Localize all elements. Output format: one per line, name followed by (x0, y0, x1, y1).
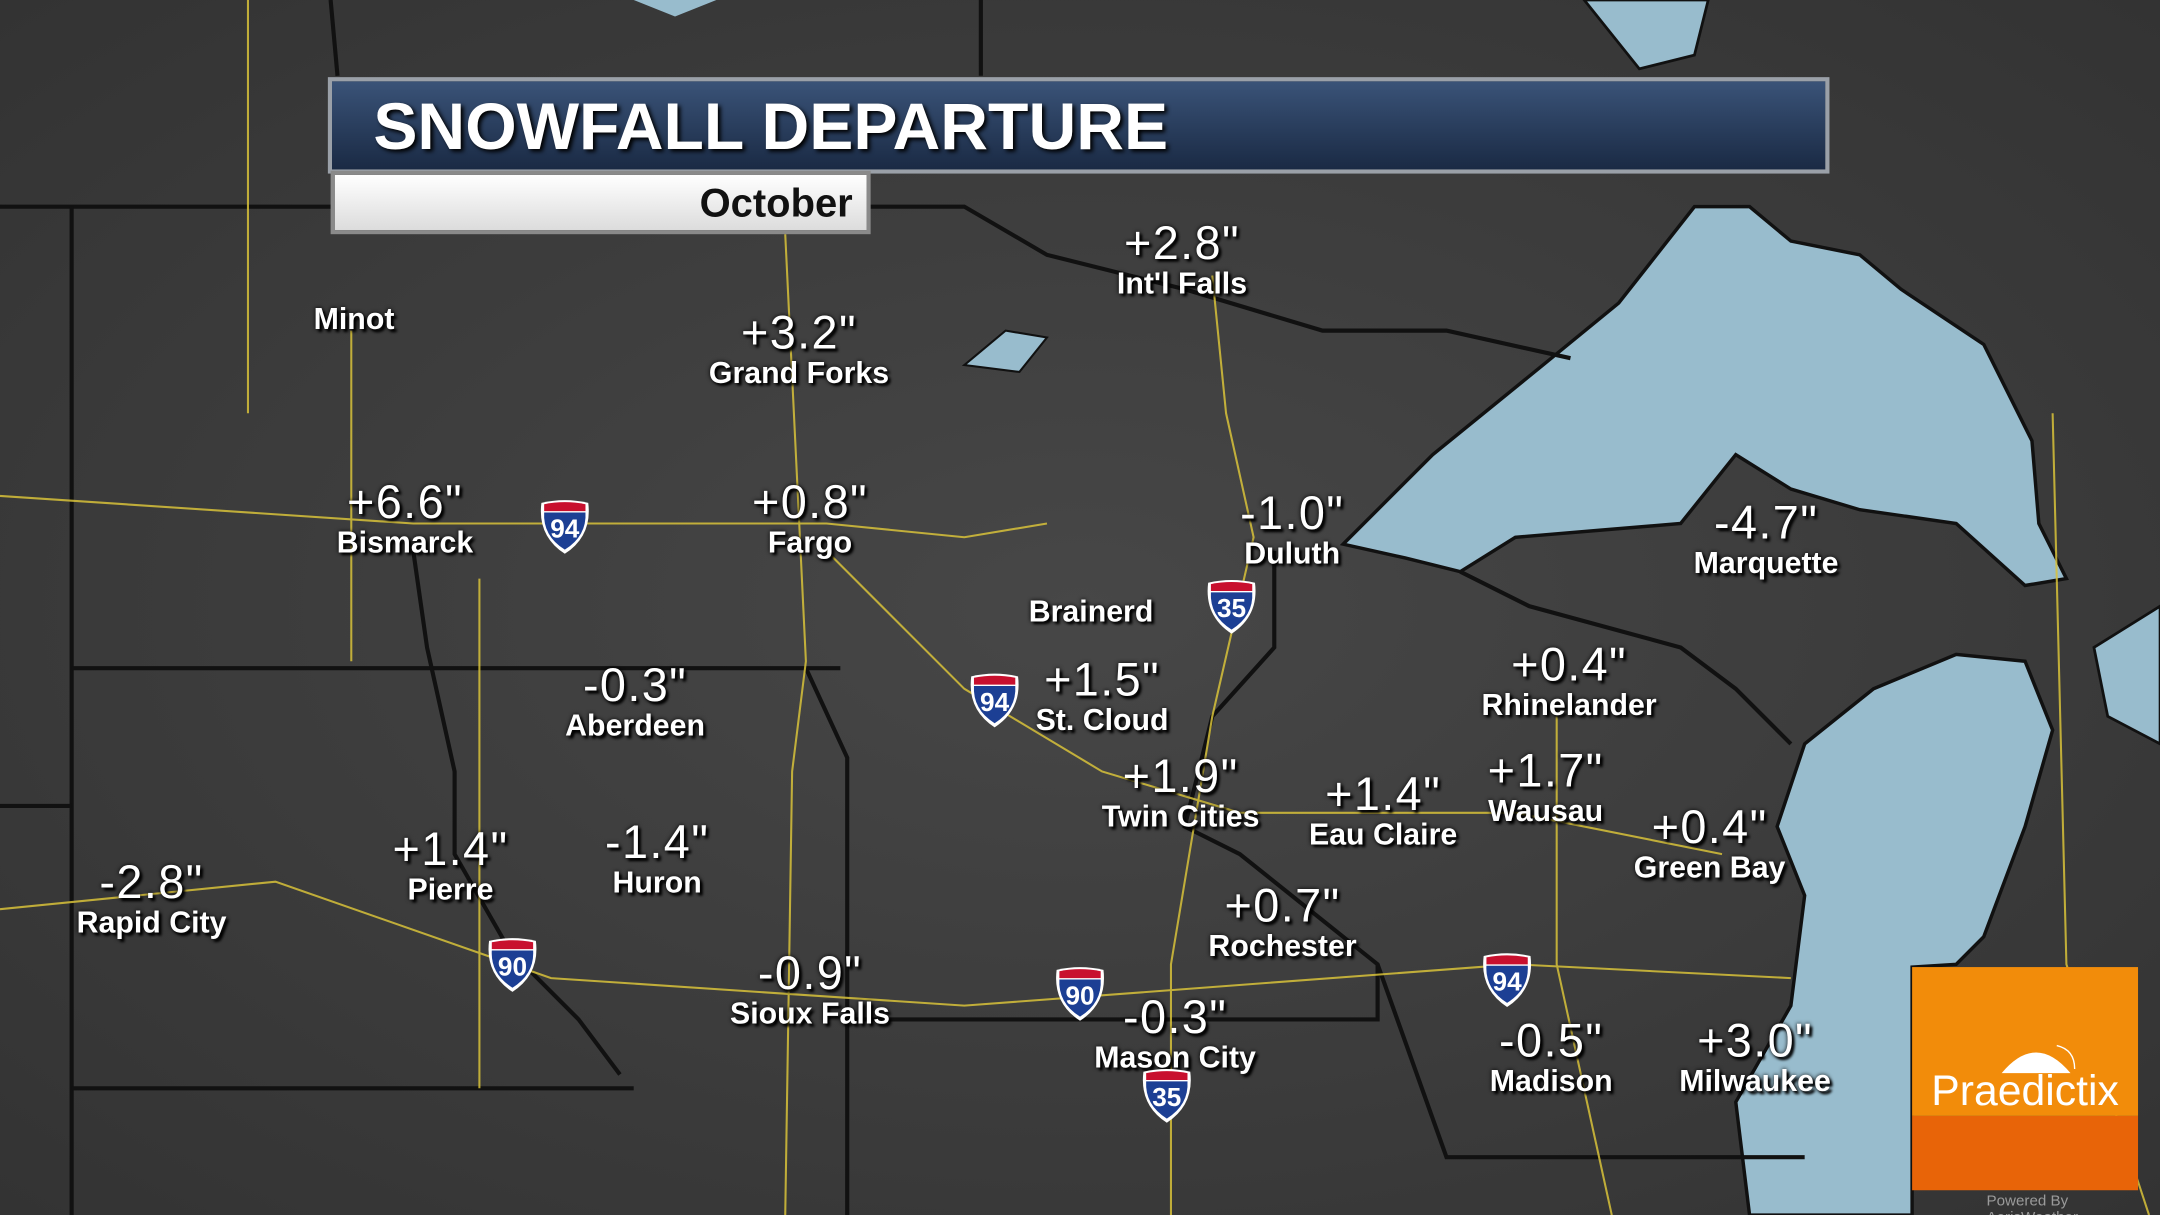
city-name: Madison (1489, 1063, 1613, 1098)
interstate-shield-icon: 94 (967, 671, 1022, 729)
interstate-shield-icon: 35 (1204, 577, 1259, 635)
departure-value: +2.8" (1123, 217, 1240, 271)
city-label: +3.0" Milwaukee (1679, 1018, 1831, 1098)
city-name: Twin Cities (1101, 799, 1260, 834)
city-name: Int'l Falls (1116, 265, 1248, 301)
departure-value: +1.4" (1325, 768, 1442, 822)
city-label: +1.4" Pierre (392, 827, 508, 907)
interstate-shield-icon: 94 (537, 497, 592, 555)
city-label: -0.3" Aberdeen (565, 663, 705, 743)
city-label: +0.7" Rochester (1208, 883, 1356, 963)
subtitle-banner: October (330, 170, 871, 235)
city-name: Wausau (1488, 793, 1604, 828)
departure-value: -0.5" (1499, 1015, 1604, 1068)
city-name: Huron (612, 865, 702, 900)
city-label: +1.5" St. Cloud (1036, 657, 1169, 737)
city-name: Duluth (1244, 535, 1341, 571)
city-name: Rochester (1208, 928, 1357, 963)
city-label: +0.4" Rhinelander (1482, 642, 1657, 722)
departure-value: +6.6" (347, 476, 464, 529)
city-label: -2.8" Rapid City (77, 860, 227, 940)
title: SNOWFALL DEPARTURE (373, 90, 1169, 164)
departure-value: +3.0" (1697, 1015, 1814, 1068)
departure-value: +0.7" (1224, 880, 1341, 933)
city-name: Eau Claire (1308, 816, 1458, 852)
departure-value: -1.4" (605, 816, 710, 870)
departure-value: +1.9" (1122, 750, 1239, 804)
city-name: Mason City (1094, 1040, 1256, 1075)
city-name: St. Cloud (1035, 702, 1169, 738)
city-label: +3.2" Grand Forks (709, 310, 889, 390)
interstate-shield-icon: 90 (485, 935, 540, 993)
shield-number: 35 (1217, 595, 1247, 625)
city-name: Marquette (1693, 545, 1839, 580)
praedictix-logo: Praedictix (1912, 967, 2139, 1191)
departure-value: -0.9" (757, 947, 863, 1001)
departure-value: -2.8" (99, 856, 204, 910)
departure-value: -0.3" (1122, 991, 1228, 1045)
city-label: +0.4" Green Bay (1634, 805, 1786, 885)
city-label: Brainerd (1028, 593, 1154, 629)
city-name: Minot (313, 301, 395, 337)
city-name: Sioux Falls (730, 996, 891, 1031)
city-label: +0.8" Fargo (752, 479, 868, 559)
departure-value: -1.0" (1240, 487, 1345, 541)
shield-number: 90 (497, 953, 528, 983)
departure-value: -4.7" (1713, 497, 1819, 550)
umbrella-icon (2001, 1044, 2076, 1074)
city-label: -1.0" Duluth (1240, 490, 1344, 570)
city-label: +1.9" Twin Cities (1102, 754, 1260, 834)
city-label: +1.4" Eau Claire (1309, 771, 1457, 851)
city-name: Rapid City (76, 905, 227, 940)
logo-text: Praedictix (1931, 1066, 2119, 1115)
departure-value: +0.4" (1511, 639, 1628, 692)
title-banner: SNOWFALL DEPARTURE (327, 77, 1830, 174)
departure-value: +1.5" (1044, 654, 1161, 707)
city-label: -0.9" Sioux Falls (730, 951, 890, 1031)
city-label: +2.8" Int'l Falls (1117, 220, 1247, 300)
shield-number: 94 (980, 688, 1010, 718)
city-name: Rhinelander (1481, 687, 1657, 722)
city-name: Pierre (407, 872, 494, 907)
city-label: -0.5" Madison (1490, 1018, 1613, 1098)
city-label: +6.6" Bismarck (337, 479, 473, 559)
city-name: Aberdeen (565, 708, 705, 743)
city-name: Green Bay (1633, 849, 1786, 885)
city-name: Milwaukee (1679, 1063, 1831, 1098)
departure-value: +1.7" (1487, 745, 1604, 798)
lake-superior (1339, 204, 2069, 588)
shield-number: 94 (550, 515, 580, 545)
shield-number: 94 (1492, 968, 1522, 998)
interstate-shield-icon: 35 (1139, 1066, 1194, 1124)
interstate-shield-icon: 94 (1480, 951, 1535, 1009)
shield-number: 90 (1065, 982, 1095, 1012)
shield-number: 35 (1152, 1084, 1182, 1114)
city-label: -4.7" Marquette (1694, 500, 1839, 580)
city-label: -0.3" Mason City (1094, 995, 1256, 1075)
departure-value: +3.2" (740, 307, 857, 360)
city-label: +1.7" Wausau (1488, 748, 1604, 828)
subtitle: October (699, 181, 853, 226)
city-label: Minot (313, 301, 395, 337)
interstate-shield-icon: 90 (1052, 964, 1107, 1022)
city-name: Grand Forks (708, 355, 890, 390)
city-name: Fargo (767, 524, 853, 560)
powered-by: Powered By AerisWeather (1986, 1193, 2078, 1215)
city-name: Bismarck (336, 524, 474, 560)
city-label: -1.4" Huron (605, 820, 709, 900)
departure-value: -0.3" (582, 659, 688, 713)
departure-value: +1.4" (392, 823, 509, 877)
lake-michigan (1733, 652, 2055, 1215)
departure-value: +0.8" (752, 476, 869, 529)
city-name: Brainerd (1028, 593, 1154, 629)
departure-value: +0.4" (1651, 801, 1768, 855)
